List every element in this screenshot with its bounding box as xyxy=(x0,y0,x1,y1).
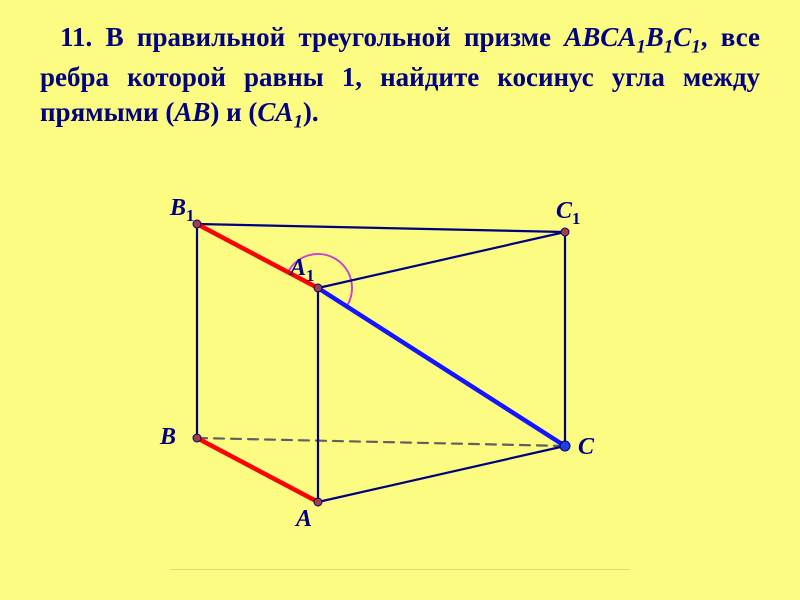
label-b1: B1 xyxy=(170,195,194,226)
slide: 11. В правильной треугольной призме ABCA… xyxy=(0,0,800,600)
label-a1: A1 xyxy=(290,255,314,286)
prism-diagram xyxy=(0,0,800,600)
label-c1: C1 xyxy=(556,198,580,229)
label-a: A xyxy=(296,506,312,533)
label-b: B xyxy=(160,424,176,451)
label-c: C xyxy=(578,434,594,461)
footer-divider xyxy=(170,569,630,570)
